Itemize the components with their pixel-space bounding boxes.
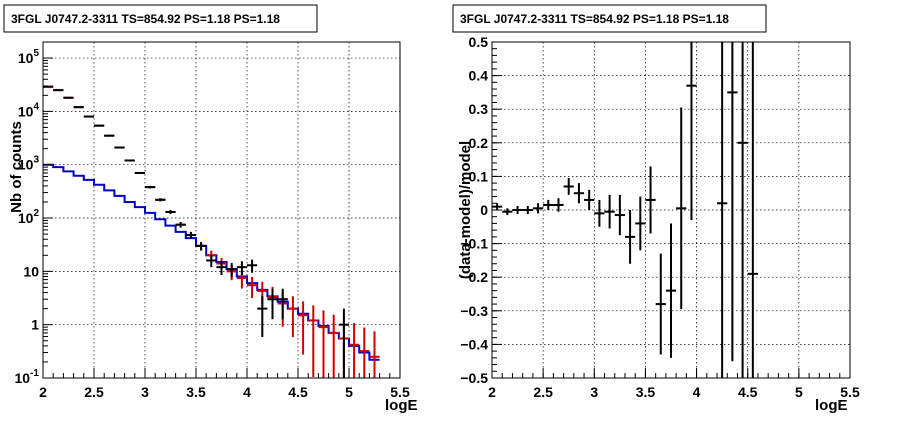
y-tick-label: −0.2 [460, 269, 488, 285]
residual-marks [492, 42, 758, 378]
residual-title-box [452, 4, 767, 33]
x-tick-label: 3.5 [636, 384, 656, 400]
y-tick-label: 0.3 [469, 101, 489, 117]
x-tick-label: 5.5 [390, 384, 410, 400]
x-tick-label: 3.5 [186, 384, 206, 400]
residual-title: 3FGL J0747.2-3311 TS=854.92 PS=1.18 PS=1… [460, 12, 729, 26]
y-tick-label: 102 [18, 208, 40, 226]
x-tick-label: 4 [693, 384, 701, 400]
y-tick-label: 0.1 [469, 168, 489, 184]
x-tick-label: 3 [141, 384, 149, 400]
y-tick-label: 0 [480, 202, 488, 218]
counts-axes: 2 2.5 3 3.5 4 4.5 5 5.5 10-1 1 10 102 103 104 105 [15, 48, 410, 400]
residual-panel: 3FGL J0747.2-3311 TS=854.92 PS=1.18 PS=1… [452, 4, 860, 414]
counts-marks [43, 85, 380, 378]
counts-grid [43, 42, 400, 378]
x-tick-label: 2.5 [84, 384, 104, 400]
y-tick-label: 105 [18, 48, 40, 66]
y-tick-label: −0.4 [460, 336, 488, 352]
x-tick-label: 2.5 [533, 384, 553, 400]
x-tick-label: 4.5 [288, 384, 308, 400]
x-tick-label: 4 [243, 384, 251, 400]
series-1-points [43, 85, 380, 378]
y-tick-label: 103 [18, 155, 40, 173]
x-tick-label: 5.5 [840, 384, 860, 400]
x-tick-label: 3 [590, 384, 598, 400]
x-tick-label: 5 [795, 384, 803, 400]
series-2-points [43, 85, 349, 378]
counts-x-axis-label: logE [385, 397, 418, 414]
x-tick-label: 5 [345, 384, 353, 400]
y-tick-label: −0.5 [460, 370, 488, 386]
residual-x-axis-label: logE [815, 397, 848, 414]
residual-grid [492, 42, 850, 378]
residual-axes: 2 2.5 3 3.5 4 4.5 5 5.5 −0.5 −0.4 −0.3 −0.2 −0.1 0 0.1… [460, 34, 860, 400]
counts-title-box [3, 4, 318, 33]
residual-y-axis-label: (data-model)/model [457, 141, 474, 279]
x-tick-label: 2 [39, 384, 47, 400]
y-tick-label: 10-1 [15, 368, 40, 386]
y-tick-label: −0.1 [460, 236, 488, 252]
y-tick-label: 0.4 [469, 68, 489, 84]
counts-plot-frame [42, 41, 401, 379]
x-tick-label: 2 [488, 384, 496, 400]
y-tick-label: −0.3 [460, 303, 488, 319]
y-tick-label: 104 [18, 101, 40, 119]
x-tick-label: 4.5 [738, 384, 758, 400]
counts-title: 3FGL J0747.2-3311 TS=854.92 PS=1.18 PS=1… [11, 12, 280, 26]
y-tick-label: 0.2 [469, 135, 489, 151]
counts-y-axis-label: Nb of counts [8, 121, 25, 213]
y-tick-label: 1 [31, 317, 39, 333]
y-tick-label: 10 [23, 263, 39, 279]
counts-panel: 3FGL J0747.2-3311 TS=854.92 PS=1.18 PS=1… [3, 4, 418, 414]
series-0-points [492, 42, 758, 378]
y-tick-label: 0.5 [469, 34, 489, 50]
